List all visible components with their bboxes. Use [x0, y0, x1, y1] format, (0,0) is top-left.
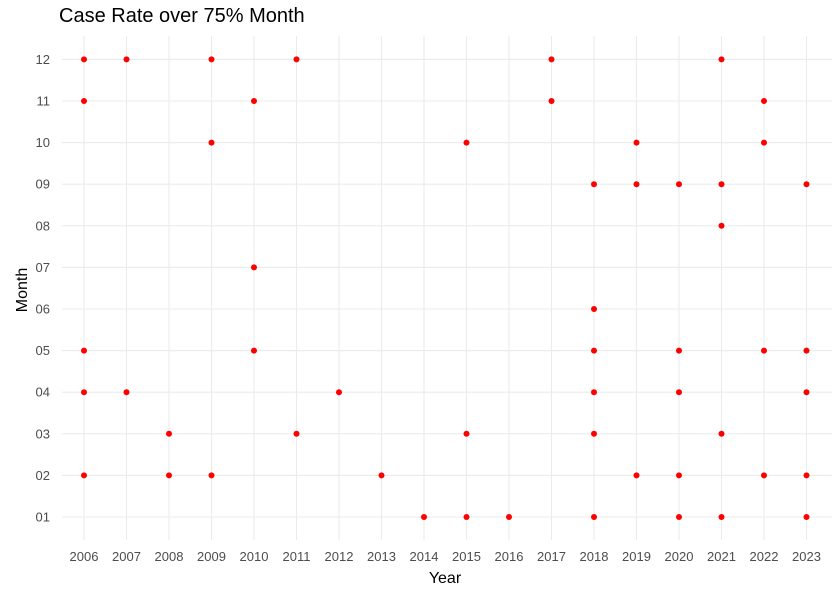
- y-tick-label: 02: [36, 468, 50, 483]
- data-point: [378, 472, 385, 479]
- y-axis-title: Month: [14, 268, 31, 312]
- chart-title: Case Rate over 75% Month: [59, 5, 305, 27]
- data-point: [506, 514, 512, 520]
- data-point: [591, 181, 597, 188]
- x-tick-label: 2021: [707, 549, 736, 564]
- x-tick-label: 2010: [240, 549, 269, 564]
- data-point: [633, 472, 640, 479]
- data-point: [718, 514, 725, 520]
- x-axis-ticks: 2006 2007 2008 2009 2010 2011 2012 2013 2014 2015…: [70, 549, 821, 564]
- y-tick-label: 07: [36, 260, 50, 275]
- data-point: [803, 347, 810, 354]
- x-tick-label: 2016: [495, 549, 524, 564]
- x-tick-label: 2015: [452, 549, 481, 564]
- data-point: [208, 56, 215, 63]
- data-point: [633, 181, 640, 188]
- x-tick-label: 2017: [537, 549, 566, 564]
- grid-lines: [62, 36, 832, 540]
- data-point: [251, 264, 257, 271]
- x-tick-label: 2018: [580, 549, 609, 564]
- data-point: [591, 389, 597, 396]
- y-tick-label: 01: [36, 510, 50, 525]
- data-point: [676, 389, 682, 396]
- y-tick-label: 12: [36, 52, 50, 67]
- data-point: [463, 514, 470, 520]
- y-tick-label: 05: [36, 343, 50, 358]
- y-tick-label: 08: [36, 218, 50, 233]
- data-point: [591, 514, 597, 520]
- x-tick-label: 2013: [367, 549, 396, 564]
- data-point: [293, 430, 300, 437]
- data-point: [676, 181, 682, 188]
- x-tick-label: 2019: [622, 549, 651, 564]
- data-point: [81, 472, 87, 479]
- x-tick-label: 2009: [197, 549, 226, 564]
- data-point: [718, 430, 725, 437]
- data-point: [803, 472, 810, 479]
- data-point: [81, 98, 87, 104]
- y-tick-label: 04: [36, 385, 50, 400]
- data-point: [123, 56, 130, 63]
- y-axis-ticks: 01 02 03 04 05 06 07 08 09 10 11 12: [36, 52, 50, 525]
- data-point: [718, 56, 725, 63]
- y-tick-label: 09: [36, 177, 50, 192]
- x-tick-label: 2006: [70, 549, 99, 564]
- data-point: [81, 56, 87, 63]
- data-point: [676, 472, 682, 479]
- data-point: [718, 181, 725, 188]
- x-tick-label: 2012: [325, 549, 354, 564]
- data-point: [463, 139, 470, 146]
- x-axis-title: Year: [429, 570, 462, 587]
- data-point: [591, 430, 597, 437]
- data-point: [803, 514, 810, 520]
- data-point: [123, 389, 130, 396]
- data-point: [591, 347, 597, 354]
- data-point: [761, 472, 767, 479]
- y-tick-label: 10: [36, 135, 50, 150]
- data-point: [293, 56, 300, 63]
- x-tick-label: 2011: [283, 549, 311, 564]
- data-point: [591, 306, 597, 312]
- data-points: [81, 56, 810, 520]
- data-point: [548, 98, 555, 104]
- data-point: [761, 347, 767, 354]
- data-point: [81, 347, 87, 354]
- data-point: [761, 139, 767, 146]
- x-tick-label: 2008: [155, 549, 184, 564]
- data-point: [676, 347, 682, 354]
- data-point: [676, 514, 682, 520]
- data-point: [463, 430, 470, 437]
- data-point: [803, 389, 810, 396]
- y-tick-label: 06: [36, 302, 50, 317]
- data-point: [166, 430, 172, 437]
- data-point: [208, 139, 215, 146]
- y-tick-label: 03: [36, 426, 50, 441]
- data-point: [718, 222, 725, 229]
- data-point: [548, 56, 555, 63]
- x-tick-label: 2014: [410, 549, 439, 564]
- data-point: [251, 98, 257, 104]
- x-tick-label: 2007: [112, 549, 141, 564]
- data-point: [208, 472, 215, 479]
- y-tick-label: 11: [37, 94, 51, 109]
- x-tick-label: 2023: [792, 549, 821, 564]
- data-point: [81, 389, 87, 396]
- x-tick-label: 2022: [750, 549, 779, 564]
- data-point: [803, 181, 810, 188]
- data-point: [336, 389, 342, 396]
- data-point: [421, 514, 427, 520]
- x-tick-label: 2020: [665, 549, 694, 564]
- data-point: [166, 472, 172, 479]
- data-point: [633, 139, 640, 146]
- data-point: [761, 98, 767, 104]
- data-point: [251, 347, 257, 354]
